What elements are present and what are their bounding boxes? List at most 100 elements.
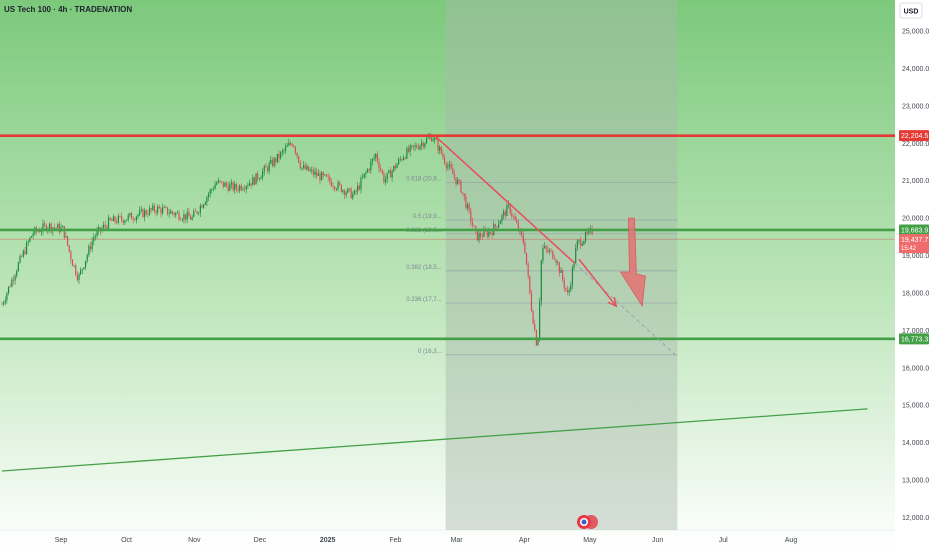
candle-body (139, 210, 141, 215)
fib-level-label: 0.5 (19,9... (413, 214, 442, 220)
candle-body (332, 186, 334, 187)
candle-body (443, 157, 446, 164)
candle-body (489, 231, 492, 233)
candle-body (378, 161, 380, 169)
big-down-arrow (619, 217, 646, 308)
candle-body (563, 279, 565, 288)
candle-body (512, 215, 515, 217)
candle-body (89, 246, 92, 250)
candle-body (412, 145, 415, 147)
candle-body (384, 179, 387, 183)
chart-title: US Tech 100 · 4h · TRADENATION (4, 5, 132, 14)
candle-body (516, 220, 518, 223)
candle-body (283, 150, 285, 152)
candle-body (316, 171, 318, 176)
candle-body (299, 162, 301, 169)
candle-body (119, 215, 121, 217)
candle-body (225, 182, 228, 186)
candle-body (203, 204, 205, 208)
time-axis-tick: Dec (254, 537, 267, 544)
candle-body (301, 167, 303, 169)
candle-body (219, 180, 221, 182)
candle-body (435, 137, 437, 140)
candle-body (44, 223, 46, 225)
price-axis-tick: 22,000.0 (902, 141, 929, 148)
candle-body (401, 159, 403, 161)
candle-body (222, 181, 224, 187)
flag-icon[interactable] (577, 515, 598, 529)
candle-body (455, 177, 457, 184)
candle-body (40, 231, 42, 233)
candle-body (24, 250, 26, 255)
candle-body (296, 152, 298, 157)
candle-body (578, 240, 580, 241)
candle-body (530, 293, 533, 312)
candle-body (588, 229, 590, 234)
price-label: 22,204.5 (901, 133, 928, 140)
price-axis-tick: 16,000.0 (902, 365, 929, 372)
candle-body (383, 172, 385, 183)
candle-body (539, 301, 541, 340)
candle-body (281, 150, 283, 153)
candle-body (396, 164, 398, 169)
candle-body (353, 190, 356, 195)
candle-body (337, 182, 339, 190)
candle-body (388, 170, 390, 173)
fib-level-label: 0.236 (17,7... (406, 297, 442, 303)
candle-body (552, 250, 554, 259)
currency-button[interactable]: USD (899, 2, 923, 19)
candle-body (345, 192, 347, 196)
candle-body (62, 225, 64, 228)
candle-body (317, 173, 319, 176)
candle-body (558, 262, 560, 273)
candle-body (343, 190, 346, 196)
candle-body (506, 205, 508, 217)
candle-body (581, 244, 583, 246)
candle-body (53, 227, 56, 228)
candle-body (12, 279, 15, 281)
candle-body (265, 166, 267, 168)
candle-body (425, 138, 428, 144)
candle-body (255, 173, 257, 185)
time-axis-tick: Sep (55, 537, 68, 544)
candle-body (153, 205, 156, 212)
candle-body (224, 182, 226, 187)
candle-body (273, 158, 275, 167)
candle-body (470, 210, 472, 222)
candle-body (458, 179, 460, 181)
candle-body (48, 223, 51, 229)
price-axis-tick: 18,000.0 (902, 290, 929, 297)
time-axis-tick: Mar (451, 537, 464, 544)
candle-body (189, 216, 192, 220)
candle-body (376, 153, 378, 162)
candle-body (252, 177, 254, 186)
candle-body (407, 148, 410, 152)
fib-level-label: 0.618 (20,9... (406, 177, 442, 183)
candle-body (262, 171, 264, 178)
candle-body (303, 165, 305, 168)
candle-body (306, 166, 308, 170)
candle-body (50, 223, 52, 232)
candle-body (430, 136, 433, 142)
price-label-box (899, 130, 929, 142)
candle-body (163, 207, 165, 208)
candle-body (584, 232, 587, 241)
candle-body (553, 258, 556, 260)
candle-body (566, 289, 569, 293)
candle-body (17, 262, 19, 272)
candle-body (483, 229, 485, 237)
candle-body (57, 224, 59, 228)
price-label-box (899, 224, 929, 236)
time-axis-tick: Apr (519, 537, 531, 544)
candle-body (575, 248, 577, 264)
candle-body (111, 219, 113, 222)
candle-body (362, 177, 364, 179)
candle-body (509, 204, 511, 214)
current-price-label: 19,437.7 (901, 237, 928, 244)
candle-body (399, 159, 401, 160)
candle-body (294, 147, 297, 153)
candle-body (293, 145, 295, 148)
candle-body (424, 143, 426, 147)
candle-body (88, 246, 90, 256)
